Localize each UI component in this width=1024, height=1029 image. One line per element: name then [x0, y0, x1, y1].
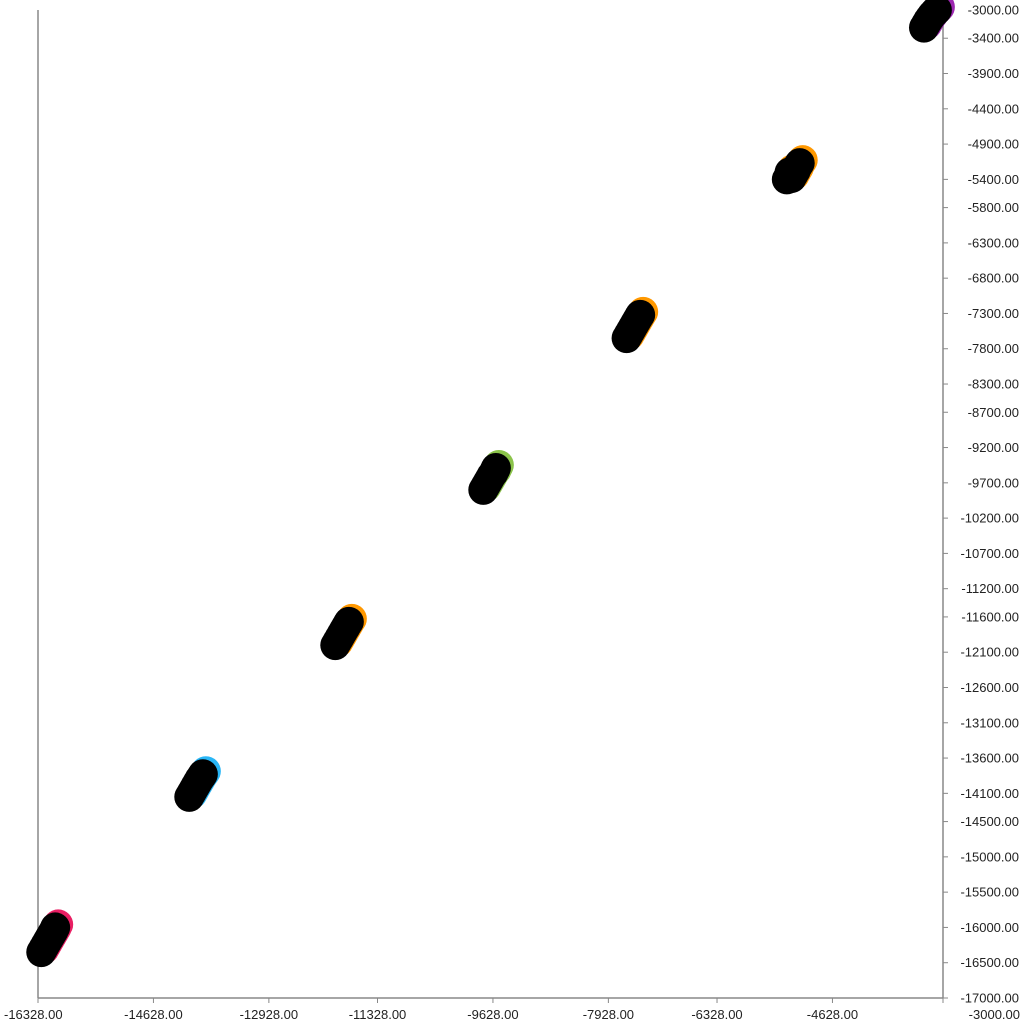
- point-cluster: [174, 756, 221, 812]
- data-points: [26, 0, 955, 968]
- y-tick-label: -3000.00: [968, 3, 1019, 18]
- data-point: [480, 453, 511, 484]
- x-tick-label: -3000.00: [969, 1007, 1020, 1022]
- y-tick-label: -13600.00: [960, 751, 1019, 766]
- data-point: [40, 912, 71, 943]
- y-tick-label: -14100.00: [960, 786, 1019, 801]
- x-tick-label: -7928.00: [583, 1007, 634, 1022]
- y-tick-label: -12100.00: [960, 645, 1019, 660]
- x-tick-label: -11328.00: [349, 1007, 407, 1022]
- data-point: [784, 148, 815, 179]
- data-point: [187, 759, 218, 790]
- x-tick-label: -6328.00: [691, 1007, 742, 1022]
- point-cluster: [26, 909, 74, 968]
- y-tick-label: -15500.00: [960, 885, 1019, 900]
- y-tick-label: -9700.00: [968, 475, 1019, 490]
- y-tick-label: -13100.00: [960, 715, 1019, 730]
- x-tick-label: -9628.00: [467, 1007, 518, 1022]
- point-cluster: [320, 603, 367, 661]
- y-tick-label: -5800.00: [968, 200, 1019, 215]
- y-tick-label: -7800.00: [968, 341, 1019, 356]
- x-tick-label: -16328.00: [4, 1007, 63, 1022]
- y-tick-label: -3400.00: [968, 31, 1019, 46]
- y-tick-label: -16000.00: [960, 920, 1019, 935]
- data-point: [625, 299, 656, 330]
- y-tick-label: -8300.00: [968, 377, 1019, 392]
- y-tick-label: -6300.00: [968, 235, 1019, 250]
- point-cluster: [468, 450, 514, 505]
- y-tick-label: -16500.00: [960, 955, 1019, 970]
- point-cluster: [771, 145, 818, 195]
- y-tick-label: -4900.00: [968, 137, 1019, 152]
- data-point: [333, 606, 364, 637]
- x-axis-ticks: -16328.00 -14628.00 -12928.00 -11328.00 -962…: [4, 998, 1020, 1022]
- y-tick-label: -8700.00: [968, 405, 1019, 420]
- y-tick-label: -11600.00: [961, 609, 1019, 624]
- y-tick-label: -5400.00: [968, 172, 1019, 187]
- x-tick-label: -14628.00: [124, 1007, 183, 1022]
- axes-layer: [37, 10, 944, 999]
- y-tick-label: -3900.00: [968, 66, 1019, 81]
- y-tick-label: -4400.00: [968, 101, 1019, 116]
- x-tick-label: -4628.00: [807, 1007, 858, 1022]
- y-tick-label: -14500.00: [960, 814, 1019, 829]
- y-tick-label: -9200.00: [968, 440, 1019, 455]
- y-tick-label: -10700.00: [960, 546, 1019, 561]
- y-tick-label: -6800.00: [968, 271, 1019, 286]
- y-tick-label: -12600.00: [960, 680, 1019, 695]
- y-tick-label: -11200.00: [961, 581, 1019, 596]
- y-tick-label: -17000.00: [960, 991, 1019, 1006]
- point-cluster: [611, 296, 659, 354]
- y-axis-ticks: -3000.00 -3400.00 -3900.00 -4400.00 -4900.00…: [943, 3, 1019, 1006]
- data-point: [921, 0, 952, 25]
- x-tick-label: -12928.00: [240, 1007, 299, 1022]
- y-tick-label: -15000.00: [960, 849, 1019, 864]
- point-cluster: [908, 0, 955, 43]
- y-tick-label: -7300.00: [968, 306, 1019, 321]
- y-tick-label: -10200.00: [960, 511, 1019, 526]
